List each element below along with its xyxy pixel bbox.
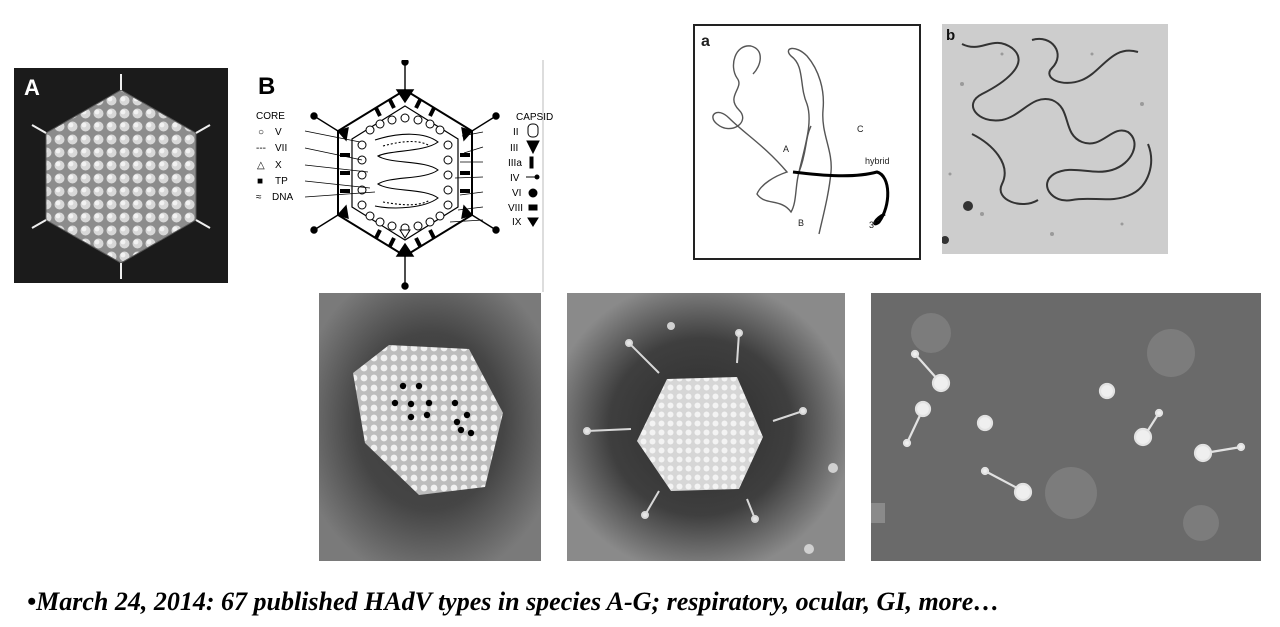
core-label-vii: VII [275,143,287,154]
slide-caption: •March 24, 2014: 67 published HAdV types… [27,587,1000,616]
capsid-label-iii: III [510,143,518,154]
dna-tracing-panel: a A B C hybrid 3' [693,24,921,260]
panel-b-letter: B [258,73,275,100]
em-penton-panel [871,293,1261,561]
capsid-label-iiia: IIIa [508,158,522,169]
core-label-x: X [275,160,282,171]
core-title: CORE [256,111,285,122]
capsid-label-ix: IX [512,217,522,228]
core-symbol-tp: ■ [257,176,263,187]
em-virion-hexon-panel [319,293,541,561]
panel-db-letter: b [946,27,955,44]
core-symbol-v: ○ [258,127,264,138]
capsid-3d-panel: A [14,68,228,283]
dna-label-3prime: 3' [869,220,876,230]
core-label-v: V [275,127,282,138]
dna-label-hybrid: hybrid [865,156,890,166]
capsid-label-vi: VI [512,188,521,199]
panel-a-letter: A [24,75,40,100]
core-symbol-dna: ≈ [256,192,262,203]
capsid-title: CAPSID [516,112,553,123]
dna-label-b: B [798,218,804,228]
core-symbol-vii: --- [256,143,266,154]
em-virion-fibre-panel [567,293,845,561]
dna-micrograph-panel: b [942,24,1168,254]
capsid-label-ii: II [513,127,519,138]
dna-label-a: A [783,144,789,154]
panel-da-letter: a [701,33,710,50]
core-symbol-x: △ [257,160,265,171]
capsid-schematic-panel: B [250,60,556,292]
core-label-tp: TP [275,176,288,187]
core-label-dna: DNA [272,192,293,203]
capsid-label-iv: IV [510,173,520,184]
capsid-label-viii: VIII [508,203,523,214]
dna-label-c: C [857,124,864,134]
